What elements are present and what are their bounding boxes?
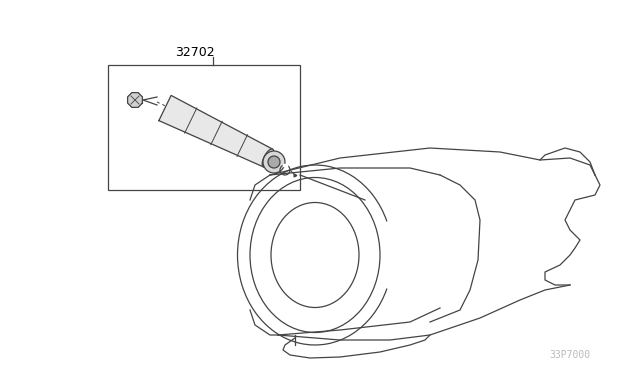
Ellipse shape [268, 156, 280, 168]
Text: 33P7000: 33P7000 [549, 350, 590, 360]
Ellipse shape [263, 151, 285, 173]
Ellipse shape [262, 149, 274, 167]
Text: 32702: 32702 [175, 45, 215, 58]
Polygon shape [159, 95, 273, 167]
Polygon shape [127, 93, 142, 108]
Bar [108, 65, 300, 190]
